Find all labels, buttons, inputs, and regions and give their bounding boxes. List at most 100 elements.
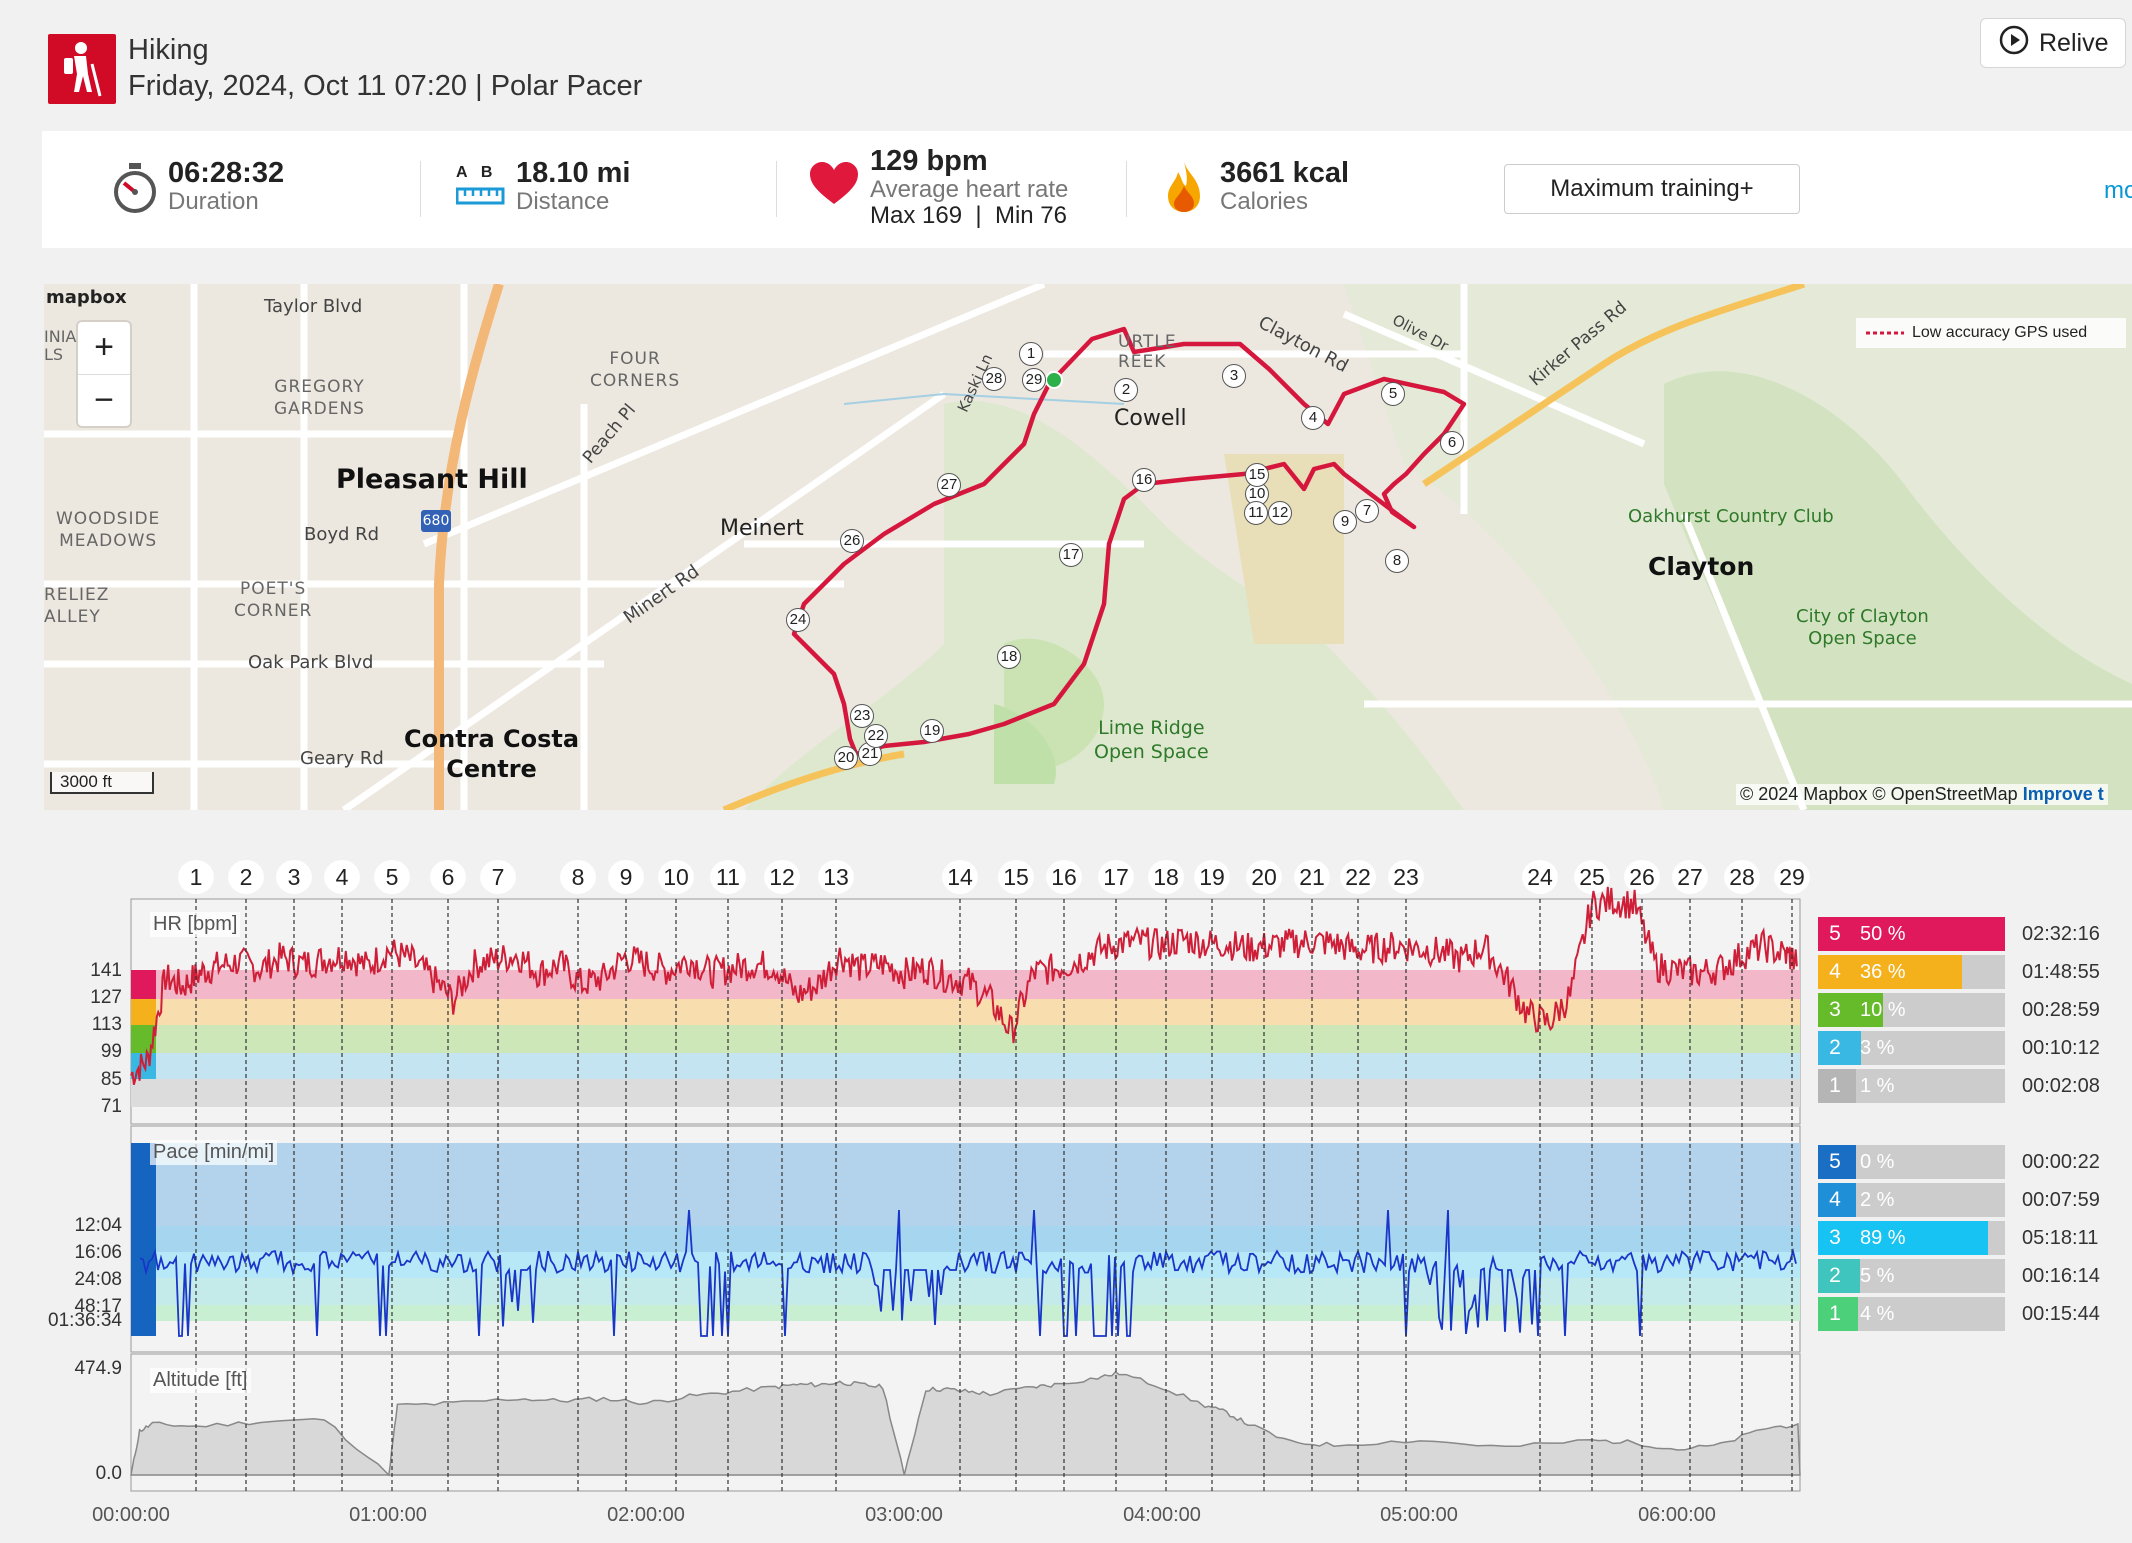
lap-marker[interactable]: 16	[1046, 860, 1082, 894]
lap-marker[interactable]: 8	[560, 860, 596, 894]
pace-zone-5-band	[131, 1143, 1800, 1226]
route-checkpoint[interactable]: 8	[1385, 549, 1409, 573]
lap-marker[interactable]: 19	[1194, 860, 1230, 894]
zone-time: 05:18:11	[2022, 1227, 2099, 1249]
lap-marker[interactable]: 27	[1672, 860, 1708, 894]
zone-time: 00:28:59	[2022, 999, 2100, 1021]
route-checkpoint[interactable]: 29	[1022, 368, 1046, 392]
lap-marker[interactable]: 15	[998, 860, 1034, 894]
lap-marker[interactable]: 13	[818, 860, 854, 894]
lap-marker[interactable]: 25	[1574, 860, 1610, 894]
zone-percent: 2 %	[1860, 1189, 1895, 1211]
route-checkpoint[interactable]: 27	[937, 473, 961, 497]
lap-marker[interactable]: 24	[1522, 860, 1558, 894]
route-checkpoint[interactable]: 24	[786, 608, 810, 632]
zone-bar: 1 1 %	[1818, 1069, 2005, 1103]
zone-fill	[1852, 1145, 1856, 1179]
route-checkpoint[interactable]: 9	[1333, 510, 1357, 534]
lap-marker[interactable]: 6	[430, 860, 466, 894]
hr-y-tick: 113	[91, 1014, 122, 1035]
lap-marker[interactable]: 9	[608, 860, 644, 894]
route-checkpoint[interactable]: 20	[834, 746, 858, 770]
relive-button[interactable]: Relive	[1980, 18, 2126, 68]
route-checkpoint[interactable]: 11	[1244, 501, 1268, 525]
lap-marker[interactable]: 20	[1246, 860, 1282, 894]
map-label: RELIEZ ALLEY	[44, 585, 110, 627]
zone-time: 02:32:16	[2022, 923, 2100, 945]
lap-marker[interactable]: 2	[228, 860, 264, 894]
pace-y-tick: 16:06	[74, 1242, 122, 1263]
hr-chart-title: HR [bpm]	[150, 912, 241, 937]
relive-label: Relive	[2039, 28, 2109, 57]
route-checkpoint[interactable]: 6	[1440, 431, 1464, 455]
time-x-tick: 04:00:00	[1123, 1504, 1201, 1526]
map-label: FOUR CORNERS	[590, 349, 681, 391]
zone-fill	[1852, 1183, 1856, 1217]
lap-marker[interactable]: 22	[1340, 860, 1376, 894]
map-zoom-control: + −	[78, 322, 130, 426]
route-checkpoint[interactable]: 3	[1222, 364, 1246, 388]
lap-marker[interactable]: 7	[480, 860, 516, 894]
training-benefit-button[interactable]: Maximum training+	[1504, 164, 1800, 214]
hr-zone-2-band	[131, 1053, 1800, 1079]
lap-marker[interactable]: 11	[710, 860, 746, 894]
route-checkpoint[interactable]: 19	[920, 719, 944, 743]
route-checkpoint[interactable]: 5	[1381, 382, 1405, 406]
zone-number: 2	[1818, 1259, 1852, 1293]
more-link[interactable]: mo	[2104, 177, 2132, 204]
route-checkpoint[interactable]: 28	[982, 367, 1006, 391]
zoom-in-button[interactable]: +	[78, 322, 130, 375]
hr-zone-4-band	[131, 999, 1800, 1025]
route-checkpoint[interactable]: 15	[1245, 463, 1269, 487]
zone-bar: 4 36 %	[1818, 955, 2005, 989]
hr-y-tick: 85	[100, 1069, 122, 1090]
pace-y-tick: 48:17	[74, 1296, 122, 1317]
route-checkpoint[interactable]: 12	[1268, 501, 1292, 525]
stopwatch-icon	[110, 161, 160, 220]
lap-marker[interactable]: 17	[1098, 860, 1134, 894]
route-checkpoint[interactable]: 26	[840, 529, 864, 553]
distance-value: 18.10 mi	[516, 157, 631, 189]
route-checkpoint[interactable]: 16	[1132, 468, 1156, 492]
route-checkpoint[interactable]: 2	[1114, 378, 1138, 402]
lap-marker[interactable]: 14	[942, 860, 978, 894]
lap-marker[interactable]: 23	[1388, 860, 1424, 894]
lap-marker[interactable]: 21	[1294, 860, 1330, 894]
attribution-text: © 2024 Mapbox © OpenStreetMap	[1740, 784, 2023, 804]
route-checkpoint[interactable]: 23	[850, 704, 874, 728]
lap-marker[interactable]: 29	[1774, 860, 1810, 894]
hr-zone-3-band	[131, 1025, 1800, 1053]
heart-rate-max-min: Max 169 | Min 76	[870, 202, 1067, 229]
lap-marker[interactable]: 18	[1148, 860, 1184, 894]
route-checkpoint[interactable]: 7	[1355, 499, 1379, 523]
route-checkpoint[interactable]: 1	[1019, 342, 1043, 366]
distance-ab-icon: A B	[456, 164, 506, 206]
map-label: WOODSIDE MEADOWS	[56, 509, 161, 551]
lap-marker[interactable]: 3	[276, 860, 312, 894]
lap-marker[interactable]: 26	[1624, 860, 1660, 894]
lap-marker[interactable]: 28	[1724, 860, 1760, 894]
improve-map-link[interactable]: Improve t	[2022, 784, 2104, 804]
route-map[interactable]: mapbox INIA LS Taylor Blvd GREGORY GARDE…	[44, 284, 2132, 810]
lap-marker[interactable]: 12	[764, 860, 800, 894]
lap-marker[interactable]: 5	[374, 860, 410, 894]
pace-y-tick: 01:36:34	[48, 1310, 122, 1331]
distance-label: Distance	[516, 188, 610, 215]
zone-percent: 0 %	[1860, 1151, 1895, 1173]
hr-zone-3-marker	[131, 1025, 156, 1053]
lap-marker[interactable]: 1	[178, 860, 214, 894]
route-checkpoint[interactable]: 17	[1059, 543, 1083, 567]
zone-fill	[1852, 1297, 1859, 1331]
heart-rate-label: Average heart rate	[870, 176, 1069, 203]
route-checkpoint[interactable]: 4	[1301, 406, 1325, 430]
zone-percent: 36 %	[1860, 961, 1906, 983]
lap-marker[interactable]: 10	[658, 860, 694, 894]
zoom-out-button[interactable]: −	[94, 381, 114, 419]
route-checkpoint[interactable]: 18	[997, 645, 1021, 669]
zone-number: 1	[1818, 1297, 1852, 1331]
lap-marker[interactable]: 4	[324, 860, 360, 894]
route-checkpoint[interactable]: 22	[864, 724, 888, 748]
time-x-tick: 01:00:00	[349, 1504, 427, 1526]
zone-fill	[1852, 1259, 1860, 1293]
